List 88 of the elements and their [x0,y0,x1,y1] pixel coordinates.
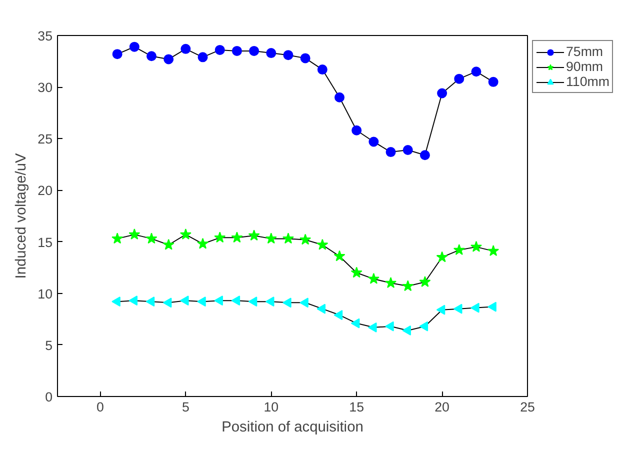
legend-label: 75mm [566,44,604,59]
x-tick-label: 25 [520,400,535,414]
y-tick-label: 25 [38,132,53,147]
point [453,244,465,255]
point [334,310,343,320]
point [437,88,448,98]
point [368,136,379,147]
y-tick-label: 20 [38,183,53,198]
point [282,298,292,308]
point [265,296,274,307]
point [352,125,362,136]
point [146,51,156,62]
point [453,304,462,314]
point [180,228,192,240]
point [282,232,294,244]
y-axis-title: Induced voltage/uV [14,153,30,279]
point [214,296,223,306]
point [164,54,174,64]
point [112,296,120,307]
point [300,298,308,308]
point [368,322,377,332]
point [436,304,446,315]
point [488,76,498,87]
y-tick-label: 10 [38,286,53,302]
point [488,302,496,312]
point [420,150,430,160]
point [350,318,360,328]
y-tick-label: 5 [45,338,53,353]
x-tick-label: 10 [264,400,279,414]
point [162,238,174,250]
point [231,232,243,243]
point [350,266,362,278]
point [266,48,276,58]
point [214,44,225,55]
legend-label: 110mm [566,74,610,89]
point [488,245,500,256]
point [334,250,346,262]
legend-label: 90mm [566,59,604,74]
y-tick-label: 0 [45,390,53,404]
point [470,302,480,313]
point [402,144,413,155]
point [419,276,431,287]
point [470,240,482,252]
point [232,46,242,56]
point [386,147,396,158]
point [385,277,397,288]
x-tick-label: 20 [434,400,450,414]
point [249,46,260,56]
point [128,228,140,240]
x-axis-title: Position of acquisition [222,420,364,436]
point [454,74,464,84]
point [419,321,428,332]
point [197,238,209,249]
point [300,234,312,245]
point [402,325,411,336]
point [128,296,138,306]
y-tick-label: 35 [38,28,53,44]
point [146,232,158,244]
x-tick-label: 5 [182,400,190,414]
x-tick-label: 15 [349,400,364,414]
point [112,49,122,60]
point [436,251,448,262]
point [162,298,172,308]
point [146,296,155,307]
y-tick-label: 30 [38,80,53,96]
point [129,42,140,52]
point [283,50,294,60]
point [214,232,226,243]
point [198,52,208,62]
point [180,296,189,306]
point [197,296,206,307]
point [316,304,326,314]
point [368,272,380,284]
point [471,66,482,77]
point [334,92,344,102]
y-tick-label: 15 [38,234,53,250]
point [385,321,394,332]
point [112,232,124,244]
point [402,280,414,292]
point [317,64,328,75]
x-tick-label: 0 [96,400,104,414]
point [180,44,191,54]
point [231,296,240,306]
point [248,296,258,307]
point [248,230,260,241]
point [300,53,310,64]
point [316,238,328,250]
point [265,232,277,244]
